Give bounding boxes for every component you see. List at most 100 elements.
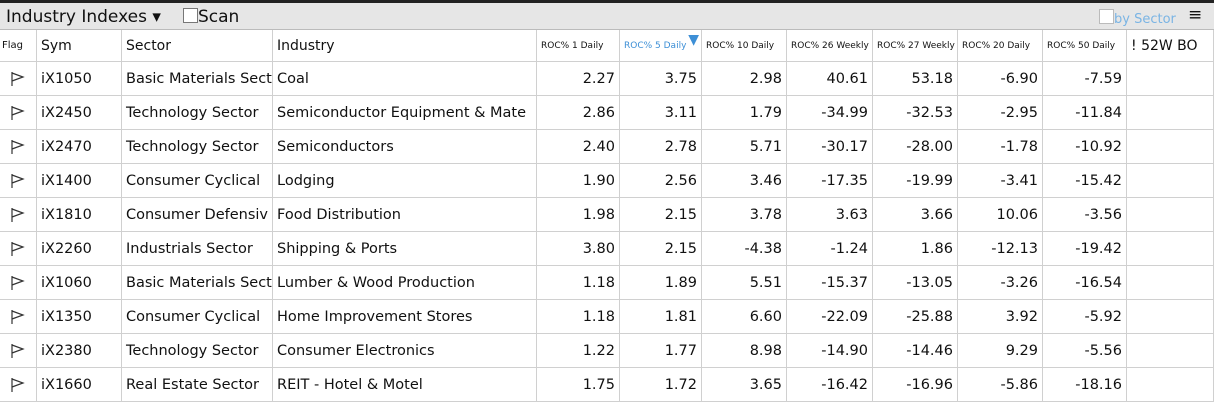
toolbar: Industry Indexes ▾ Scan by Sector ≡: [0, 0, 1214, 30]
text-cell: iX1350: [37, 300, 122, 334]
value-cell: 1.18: [537, 266, 620, 300]
value-cell: 2.15: [620, 198, 702, 232]
column-header[interactable]: Sym: [37, 30, 122, 62]
empty-cell: [1127, 62, 1214, 96]
column-header[interactable]: ROC% 50 Daily: [1043, 30, 1127, 62]
empty-cell: [1127, 334, 1214, 368]
column-header[interactable]: Flag: [0, 30, 37, 62]
flag-cell[interactable]: [0, 198, 37, 232]
value-cell: 1.77: [620, 334, 702, 368]
flag-cell[interactable]: [0, 266, 37, 300]
value-cell: -18.16: [1043, 368, 1127, 402]
flag-icon[interactable]: [10, 139, 26, 155]
flag-icon[interactable]: [10, 71, 26, 87]
flag-icon[interactable]: [10, 241, 26, 257]
text-cell: iX1400: [37, 164, 122, 198]
scan-label[interactable]: Scan: [198, 7, 240, 27]
value-cell: -1.24: [787, 232, 873, 266]
flag-icon[interactable]: [10, 207, 26, 223]
column-header[interactable]: ROC% 1 Daily: [537, 30, 620, 62]
flag-icon[interactable]: [10, 105, 26, 121]
value-cell: -14.90: [787, 334, 873, 368]
flag-icon[interactable]: [10, 275, 26, 291]
by-sector-toggle[interactable]: by Sector: [1099, 9, 1176, 27]
column-header[interactable]: ROC% 10 Daily: [702, 30, 787, 62]
value-cell: -28.00: [873, 130, 958, 164]
value-cell: 3.80: [537, 232, 620, 266]
flag-cell[interactable]: [0, 130, 37, 164]
column-header[interactable]: ROC% 26 Weekly: [787, 30, 873, 62]
value-cell: 3.65: [702, 368, 787, 402]
text-cell: Consumer Cyclical: [122, 300, 273, 334]
value-cell: -25.88: [873, 300, 958, 334]
value-cell: 3.75: [620, 62, 702, 96]
column-header[interactable]: ROC% 27 Weekly: [873, 30, 958, 62]
value-cell: 6.60: [702, 300, 787, 334]
text-cell: iX2260: [37, 232, 122, 266]
flag-cell[interactable]: [0, 62, 37, 96]
text-cell: Lodging: [273, 164, 537, 198]
value-cell: -32.53: [873, 96, 958, 130]
value-cell: 9.29: [958, 334, 1043, 368]
flag-cell[interactable]: [0, 334, 37, 368]
empty-cell: [1127, 164, 1214, 198]
text-cell: Industrials Sector: [122, 232, 273, 266]
text-cell: Semiconductor Equipment & Mate: [273, 96, 537, 130]
value-cell: 1.22: [537, 334, 620, 368]
value-cell: -22.09: [787, 300, 873, 334]
value-cell: 3.46: [702, 164, 787, 198]
column-header[interactable]: Sector: [122, 30, 273, 62]
value-cell: 8.98: [702, 334, 787, 368]
value-cell: 10.06: [958, 198, 1043, 232]
value-cell: -10.92: [1043, 130, 1127, 164]
scan-toggle[interactable]: Scan: [183, 7, 239, 27]
flag-icon[interactable]: [10, 173, 26, 189]
text-cell: iX1050: [37, 62, 122, 96]
by-sector-label[interactable]: by Sector: [1114, 12, 1176, 27]
column-header[interactable]: Industry: [273, 30, 537, 62]
flag-cell[interactable]: [0, 300, 37, 334]
value-cell: 1.18: [537, 300, 620, 334]
text-cell: iX2380: [37, 334, 122, 368]
view-selector[interactable]: Industry Indexes ▾: [6, 7, 161, 27]
view-title[interactable]: Industry Indexes: [6, 7, 147, 27]
flag-cell[interactable]: [0, 96, 37, 130]
flag-cell[interactable]: [0, 232, 37, 266]
column-header[interactable]: ROC% 5 Daily ▼: [620, 30, 702, 62]
value-cell: 1.79: [702, 96, 787, 130]
value-cell: -1.78: [958, 130, 1043, 164]
value-cell: -3.26: [958, 266, 1043, 300]
value-cell: -16.42: [787, 368, 873, 402]
value-cell: -5.92: [1043, 300, 1127, 334]
flag-cell[interactable]: [0, 368, 37, 402]
text-cell: Semiconductors: [273, 130, 537, 164]
value-cell: -5.56: [1043, 334, 1127, 368]
value-cell: 2.15: [620, 232, 702, 266]
value-cell: 3.92: [958, 300, 1043, 334]
checkbox[interactable]: [183, 8, 198, 23]
flag-icon[interactable]: [10, 343, 26, 359]
value-cell: 2.86: [537, 96, 620, 130]
flag-cell[interactable]: [0, 164, 37, 198]
flag-icon[interactable]: [10, 309, 26, 325]
checkbox[interactable]: [1099, 9, 1114, 24]
text-cell: Technology Sector: [122, 96, 273, 130]
value-cell: -14.46: [873, 334, 958, 368]
value-cell: -11.84: [1043, 96, 1127, 130]
text-cell: Real Estate Sector: [122, 368, 273, 402]
value-cell: -30.17: [787, 130, 873, 164]
column-header[interactable]: ROC% 20 Daily: [958, 30, 1043, 62]
menu-icon[interactable]: ≡: [1188, 5, 1203, 25]
value-cell: -19.99: [873, 164, 958, 198]
text-cell: iX2470: [37, 130, 122, 164]
column-header[interactable]: ! 52W BO: [1127, 30, 1214, 62]
value-cell: 1.81: [620, 300, 702, 334]
value-cell: 1.72: [620, 368, 702, 402]
value-cell: 2.98: [702, 62, 787, 96]
value-cell: -4.38: [702, 232, 787, 266]
value-cell: 1.98: [537, 198, 620, 232]
empty-cell: [1127, 232, 1214, 266]
flag-icon[interactable]: [10, 377, 26, 393]
text-cell: Consumer Defensiv: [122, 198, 273, 232]
